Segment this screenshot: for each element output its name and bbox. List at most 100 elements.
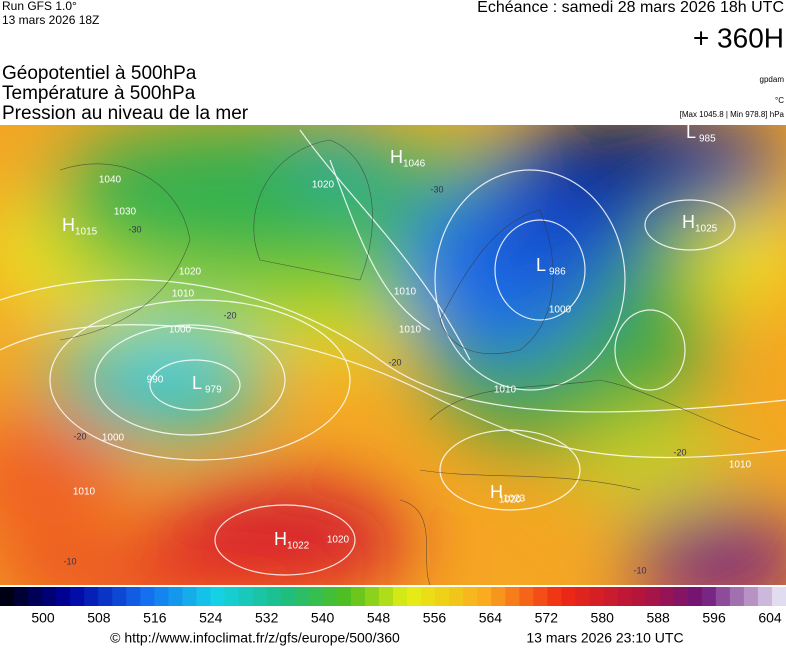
colorbar-swatch — [112, 587, 127, 606]
isobar-label: 1010 — [394, 287, 417, 298]
colorbar-label: 548 — [367, 610, 391, 626]
colorbar-swatch — [252, 587, 268, 606]
colorbar-swatch — [393, 587, 408, 606]
colorbar-swatch — [687, 587, 703, 606]
center-letter: H — [274, 529, 287, 549]
colorbar-label: 508 — [87, 610, 111, 626]
colorbar-label: 556 — [423, 610, 447, 626]
colorbar-swatch — [182, 587, 197, 606]
colorbar-swatch — [561, 587, 576, 606]
isobar-label: 1000 — [169, 325, 192, 336]
colorbar: 500 508 516 524 532 540 548 556 564 572 580 588 596 6… — [0, 587, 786, 626]
isobar-label: 1010 — [73, 487, 96, 498]
colorbar-swatch — [28, 587, 43, 606]
isobar-label: 1010 — [729, 460, 752, 471]
temperature-label: -20 — [388, 357, 401, 367]
colorbar-swatch — [168, 587, 183, 606]
colorbar-label: 580 — [591, 610, 615, 626]
center-pressure: 985 — [699, 134, 716, 145]
colorbar-swatch — [771, 587, 786, 606]
colorbar-swatch — [757, 587, 773, 606]
colorbar-swatch — [322, 587, 338, 606]
temperature-label: -20 — [223, 310, 236, 320]
colorbar-swatch — [140, 587, 155, 606]
center-pressure: 1025 — [695, 224, 718, 235]
colorbar-swatch — [435, 587, 450, 606]
colorbar-label: 516 — [143, 610, 167, 626]
colorbar-swatch — [336, 587, 352, 606]
center-pressure: 1046 — [403, 159, 426, 170]
isobar-label: 1020 — [179, 267, 202, 278]
colorbar-label: 588 — [646, 610, 670, 626]
temperature-label: -20 — [673, 447, 686, 457]
colorbar-swatch — [196, 587, 212, 606]
colorbar-swatch — [589, 587, 605, 606]
colorbar-label: 500 — [31, 610, 55, 626]
source: © http://www.infoclimat.fr/z/gfs/europe/… — [110, 630, 400, 646]
colorbar-swatch — [533, 587, 548, 606]
colorbar-swatch — [603, 587, 619, 606]
isobar-label: 1010 — [172, 289, 195, 300]
isobar-label: 1020 — [327, 535, 350, 546]
date: 13 mars 2026 23:10 UTC — [526, 630, 683, 646]
unit: [Max 1045.8 | Min 978.8] hPa — [680, 110, 785, 119]
title: Géopotentiel à 500hPa — [2, 63, 197, 84]
isobar-label: 1000 — [102, 433, 125, 444]
colorbar-label: 604 — [758, 610, 782, 626]
center-pressure: 979 — [205, 385, 222, 396]
isobar-label: 1030 — [114, 207, 137, 218]
run: Run GFS 1.0° — [2, 0, 77, 13]
map-field — [0, 125, 786, 585]
temperature-label: -10 — [63, 556, 76, 566]
colorbar-label: 596 — [702, 610, 726, 626]
isobar-label: 1040 — [99, 175, 122, 186]
temperature-label: -20 — [73, 431, 86, 441]
isobar-label: 1020 — [499, 495, 522, 506]
colorbar-swatch — [294, 587, 310, 606]
echeance: Echéance : samedi 28 mars 2026 18h UTC — [477, 0, 784, 16]
colorbar-swatch — [743, 587, 759, 606]
colorbar-swatch — [98, 587, 113, 606]
colorbar-swatch — [449, 587, 464, 606]
center-pressure: 986 — [549, 267, 566, 278]
colorbar-swatch — [224, 587, 240, 606]
colorbar-label: 524 — [199, 610, 223, 626]
temperature-label: -30 — [128, 224, 141, 234]
colorbar-label: 572 — [535, 610, 559, 626]
colorbar-swatch — [631, 587, 647, 606]
colorbar-swatch — [463, 587, 478, 606]
colorbar-swatch — [547, 587, 562, 606]
colorbar-swatch — [238, 587, 254, 606]
colorbar-swatch — [350, 587, 366, 606]
colorbar-swatch — [56, 587, 71, 606]
colorbar-label: 532 — [255, 610, 279, 626]
colorbar-swatch — [154, 587, 169, 606]
colorbar-swatch — [84, 587, 99, 606]
colorbar-swatch — [729, 587, 745, 606]
center-letter: L — [686, 122, 696, 142]
colorbar-swatch — [575, 587, 590, 606]
colorbar-swatch — [477, 587, 492, 606]
temperature-label: -10 — [633, 565, 646, 575]
colorbar-swatch — [407, 587, 422, 606]
isobar-label: 1010 — [494, 385, 517, 396]
unit: °C — [775, 96, 784, 105]
colorbar-swatch — [659, 587, 675, 606]
center-letter: H — [390, 147, 403, 167]
colorbar-swatch — [210, 587, 226, 606]
temperature-label: -30 — [430, 184, 443, 194]
center-pressure: 1015 — [75, 227, 98, 238]
title: Température à 500hPa — [2, 83, 196, 104]
colorbar-swatch — [126, 587, 141, 606]
colorbar-swatch — [70, 587, 85, 606]
lead-time: + 360H — [693, 22, 784, 53]
colorbar-swatch — [14, 587, 29, 606]
center-pressure: 1022 — [287, 541, 310, 552]
isobar-label: 1000 — [549, 305, 572, 316]
colorbar-swatch — [378, 587, 394, 606]
isobars — [0, 129, 786, 576]
colorbar-label: 540 — [311, 610, 335, 626]
colorbar-swatch — [701, 587, 717, 606]
colorbar-swatch — [0, 587, 15, 606]
